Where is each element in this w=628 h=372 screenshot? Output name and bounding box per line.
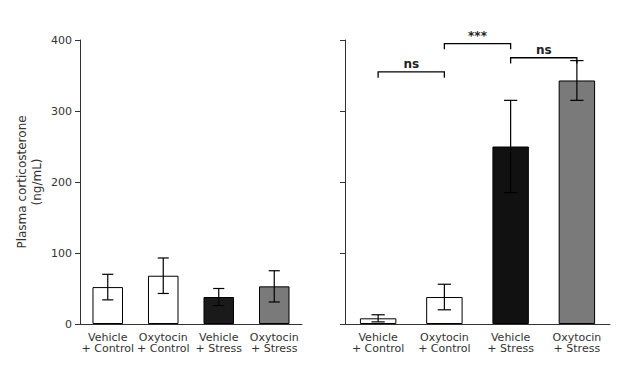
svg-text:200: 200 <box>51 176 72 189</box>
svg-text:0: 0 <box>65 318 72 331</box>
svg-text:+ Stress: + Stress <box>487 342 534 355</box>
svg-text:Oxytocin: Oxytocin <box>138 331 188 344</box>
svg-text:Vehicle: Vehicle <box>358 331 398 344</box>
svg-text:Plasma corticosterone: Plasma corticosterone <box>15 115 29 248</box>
svg-text:ns: ns <box>536 43 552 57</box>
svg-text:***: *** <box>468 29 488 43</box>
svg-text:+ Control: + Control <box>418 342 470 355</box>
svg-text:ns: ns <box>403 57 419 71</box>
svg-text:+ Stress: + Stress <box>554 342 601 355</box>
svg-text:+ Stress: + Stress <box>195 342 242 355</box>
svg-text:Oxytocin: Oxytocin <box>552 331 602 344</box>
svg-text:+ Control: + Control <box>352 342 404 355</box>
svg-text:Oxytocin: Oxytocin <box>249 331 299 344</box>
svg-text:+ Stress: + Stress <box>251 342 298 355</box>
svg-text:Oxytocin: Oxytocin <box>420 331 469 344</box>
svg-text:Vehicle: Vehicle <box>491 331 531 344</box>
svg-text:Vehicle: Vehicle <box>88 331 128 344</box>
svg-text:+ Control: + Control <box>82 342 134 355</box>
svg-text:Vehicle: Vehicle <box>199 331 239 344</box>
svg-text:(ng/mL): (ng/mL) <box>30 158 44 205</box>
svg-text:100: 100 <box>51 247 72 260</box>
svg-text:+ Control: + Control <box>137 342 189 355</box>
svg-text:400: 400 <box>51 34 72 47</box>
svg-text:300: 300 <box>51 105 72 118</box>
